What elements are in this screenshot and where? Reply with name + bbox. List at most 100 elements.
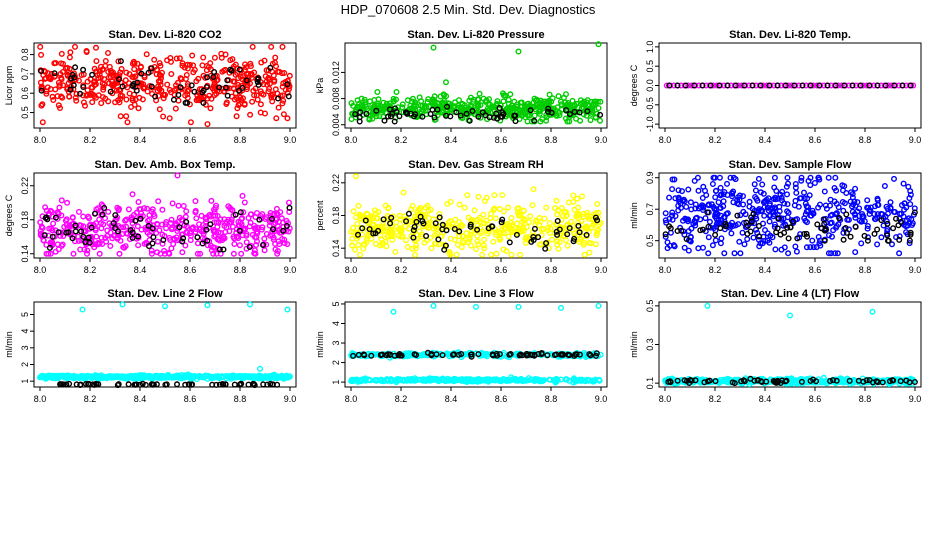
data-point: [771, 379, 778, 386]
panel-title: Stan. Dev. Li-820 CO2: [109, 29, 222, 41]
data-point: [272, 54, 279, 61]
x-tick-label: 8.6: [184, 265, 197, 275]
data-point: [157, 81, 164, 88]
data-point: [168, 70, 175, 77]
data-point: [705, 234, 712, 241]
data-point: [64, 199, 71, 206]
data-point: [751, 181, 758, 188]
data-point: [397, 216, 404, 223]
data-point: [706, 377, 713, 384]
data-point: [353, 173, 360, 180]
data-point: [95, 381, 102, 388]
data-point: [80, 99, 87, 106]
y-tick-label: 0.6: [20, 87, 30, 100]
data-point: [785, 250, 792, 257]
data-point: [66, 93, 73, 100]
data-point: [595, 302, 602, 309]
data-point: [906, 240, 913, 247]
data-point: [153, 229, 160, 236]
data-point: [883, 203, 890, 210]
data-point: [233, 113, 240, 120]
data-point: [531, 225, 538, 232]
data-point: [699, 202, 706, 209]
data-point: [435, 236, 442, 243]
data-point: [566, 225, 573, 232]
data-point: [168, 216, 175, 223]
data-point: [508, 251, 515, 258]
data-point: [80, 83, 87, 90]
data-point: [271, 59, 278, 66]
data-point: [443, 227, 450, 234]
data-point: [591, 98, 598, 105]
data-point: [143, 239, 150, 246]
data-point: [210, 73, 217, 80]
data-point: [477, 102, 484, 109]
data-point: [447, 198, 454, 205]
x-tick-label: 9.0: [595, 135, 608, 145]
data-point: [172, 220, 179, 227]
data-point: [724, 180, 731, 187]
data-point: [262, 215, 269, 222]
data-point: [669, 186, 676, 193]
data-point: [81, 102, 88, 109]
data-point: [270, 226, 277, 233]
data-point: [822, 202, 829, 209]
data-point: [782, 82, 789, 89]
data-point: [508, 102, 515, 109]
data-point: [665, 378, 672, 385]
data-point: [727, 174, 734, 181]
data-point: [92, 227, 99, 234]
data-point: [498, 219, 505, 226]
data-point: [396, 212, 403, 219]
data-point: [792, 184, 799, 191]
data-point: [530, 186, 537, 193]
data-point: [479, 251, 486, 258]
data-point: [767, 212, 774, 219]
data-point: [908, 216, 915, 223]
data-point: [232, 71, 239, 78]
plot-frame: [33, 42, 297, 129]
y-tick-label: 3: [331, 341, 341, 346]
data-point: [732, 222, 739, 229]
data-point: [405, 210, 412, 217]
series-black: [666, 82, 914, 89]
y-tick-label: 0.14: [331, 239, 341, 257]
figure-title: HDP_070608 2.5 Min. Std. Dev. Diagnostic…: [341, 2, 596, 17]
x-tick-label: 9.0: [909, 265, 922, 275]
data-point: [234, 105, 241, 112]
data-point: [174, 79, 181, 86]
x-tick-label: 8.4: [445, 265, 458, 275]
data-point: [127, 227, 134, 234]
data-point: [226, 374, 233, 381]
data-point: [804, 219, 811, 226]
data-point: [576, 229, 583, 236]
data-point: [115, 76, 122, 83]
data-point: [252, 250, 259, 257]
data-point: [443, 377, 450, 384]
data-point: [717, 220, 724, 227]
data-point: [858, 218, 865, 225]
data-point: [542, 245, 549, 252]
data-point: [241, 199, 248, 206]
data-point: [203, 216, 210, 223]
data-point: [237, 209, 244, 216]
data-point: [781, 200, 788, 207]
data-point: [352, 246, 359, 253]
data-point: [519, 112, 526, 119]
series-black: [662, 209, 918, 244]
data-point: [101, 76, 108, 83]
data-point: [387, 376, 394, 383]
data-point: [204, 242, 211, 249]
data-point: [441, 97, 448, 104]
data-point: [385, 113, 392, 120]
data-point: [729, 219, 736, 226]
data-point: [483, 194, 490, 201]
data-point: [162, 381, 169, 388]
data-point: [80, 233, 87, 240]
data-point: [764, 237, 771, 244]
data-point: [119, 230, 126, 237]
data-point: [806, 192, 813, 199]
data-point: [777, 191, 784, 198]
data-point: [666, 82, 673, 89]
data-point: [188, 82, 195, 89]
